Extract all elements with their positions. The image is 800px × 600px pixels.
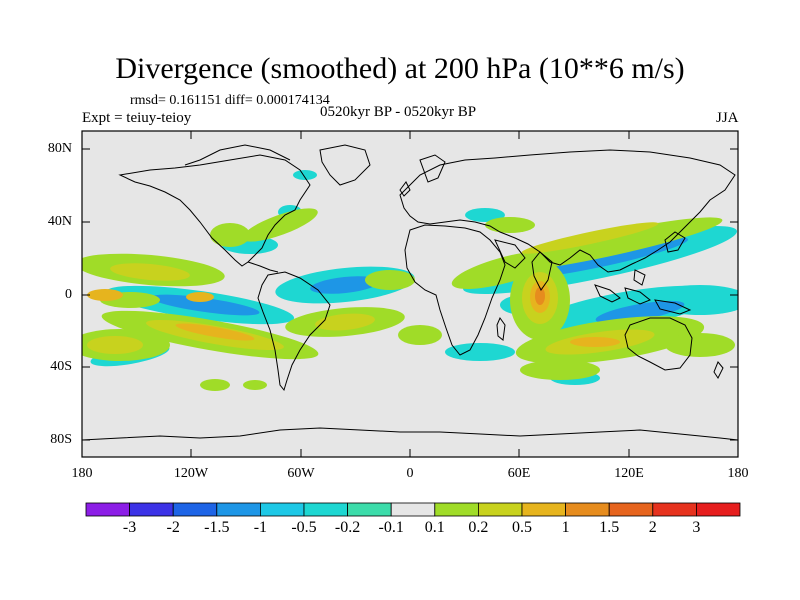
colorbar-label: 0.2 <box>468 519 489 536</box>
colorbar-swatch <box>347 502 392 517</box>
lon-label-180e: 180 <box>727 466 749 481</box>
period-label: 0520kyr BP - 0520kyr BP <box>320 104 477 120</box>
lon-label-120e: 120E <box>614 466 644 481</box>
colorbar-label: -0.2 <box>334 519 361 536</box>
colorbar-swatch <box>521 502 566 517</box>
colorbar-label: 1.5 <box>599 519 620 536</box>
colorbar-label: 2 <box>648 519 657 536</box>
colorbar-swatch <box>303 502 348 517</box>
colorbar-label: 1 <box>561 519 570 536</box>
lat-label-40n: 40N <box>47 214 72 229</box>
lon-label-60e: 60E <box>507 466 531 481</box>
colorbar-swatch <box>172 502 218 517</box>
colorbar-swatch <box>477 502 523 517</box>
lon-label-60w: 60W <box>287 466 315 481</box>
colorbar <box>85 502 741 517</box>
lon-label-120w: 120W <box>173 466 209 481</box>
colorbar-label: 3 <box>692 519 701 536</box>
lon-label-0: 0 <box>406 466 414 481</box>
season-label: JJA <box>716 110 739 126</box>
stats-text: rmsd= 0.161151 diff= 0.000174134 <box>130 93 330 108</box>
axis-ticks <box>81 131 739 457</box>
experiment-label: Expt = teiuy-teioy <box>82 110 192 126</box>
colorbar-label: -0.1 <box>378 519 404 536</box>
lat-label-80s: 80S <box>50 432 72 447</box>
lat-label-0: 0 <box>65 287 72 302</box>
colorbar-swatch <box>390 502 436 517</box>
colorbar-label: -3 <box>122 519 137 536</box>
colorbar-swatch <box>85 502 130 517</box>
colorbar-label: 0.1 <box>424 519 445 536</box>
colorbar-swatch <box>608 502 654 517</box>
plot-title: Divergence (smoothed) at 200 hPa (10**6 … <box>115 52 685 85</box>
colorbar-swatch <box>216 502 261 517</box>
colorbar-label: -1.5 <box>204 519 230 536</box>
colorbar-swatch <box>434 502 479 517</box>
lon-label-180w: 180 <box>71 466 93 481</box>
colorbar-label: -2 <box>166 519 180 536</box>
lat-label-80n: 80N <box>47 141 72 156</box>
colorbar-swatch <box>696 502 741 517</box>
coastlines <box>82 144 738 441</box>
colorbar-swatch <box>129 502 174 517</box>
colorbar-swatch <box>565 502 610 517</box>
colorbar-label: -1 <box>253 519 268 536</box>
colorbar-swatch <box>259 502 305 517</box>
colorbar-label: -0.5 <box>291 519 317 536</box>
colorbar-label: 0.5 <box>512 519 532 536</box>
lat-label-40s: 40S <box>50 359 72 374</box>
colorbar-swatch <box>652 502 697 517</box>
